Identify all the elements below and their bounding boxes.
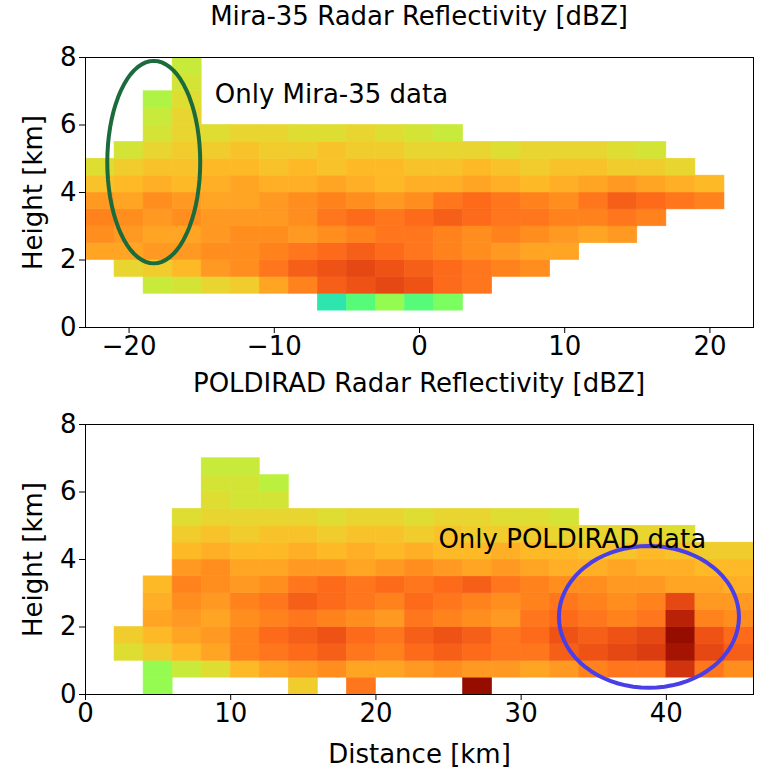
svg-text:2: 2: [60, 244, 77, 274]
svg-text:−20: −20: [102, 331, 157, 361]
svg-text:Only POLDIRAD data: Only POLDIRAD data: [438, 524, 706, 554]
svg-text:20: 20: [693, 331, 726, 361]
svg-text:4: 4: [60, 177, 77, 207]
svg-text:Only Mira-35 data: Only Mira-35 data: [215, 79, 448, 109]
svg-text:10: 10: [214, 698, 247, 728]
svg-text:Height [km]: Height [km]: [18, 115, 48, 270]
svg-text:8: 8: [60, 42, 77, 72]
svg-text:10: 10: [548, 331, 581, 361]
svg-text:0: 0: [77, 698, 94, 728]
svg-text:Height [km]: Height [km]: [18, 482, 48, 637]
svg-text:0: 0: [60, 312, 77, 342]
svg-text:0: 0: [60, 679, 77, 709]
svg-text:4: 4: [60, 544, 77, 574]
svg-text:0: 0: [411, 331, 428, 361]
html-text:Mira-35 Radar Reflectivity [dB: Mira-35 Radar Reflectivity [dBZ]: [210, 1, 628, 31]
svg-text:6: 6: [60, 109, 77, 139]
svg-text:2: 2: [60, 611, 77, 641]
html-text:POLDIRAD Radar Reflectivity [d: POLDIRAD Radar Reflectivity [dBZ]: [193, 368, 645, 398]
svg-text:−10: −10: [247, 331, 302, 361]
svg-text:Distance [km]: Distance [km]: [328, 739, 511, 769]
svg-text:6: 6: [60, 476, 77, 506]
svg-text:30: 30: [505, 698, 538, 728]
svg-text:20: 20: [359, 698, 392, 728]
svg-text:8: 8: [60, 409, 77, 439]
svg-text:40: 40: [650, 698, 683, 728]
